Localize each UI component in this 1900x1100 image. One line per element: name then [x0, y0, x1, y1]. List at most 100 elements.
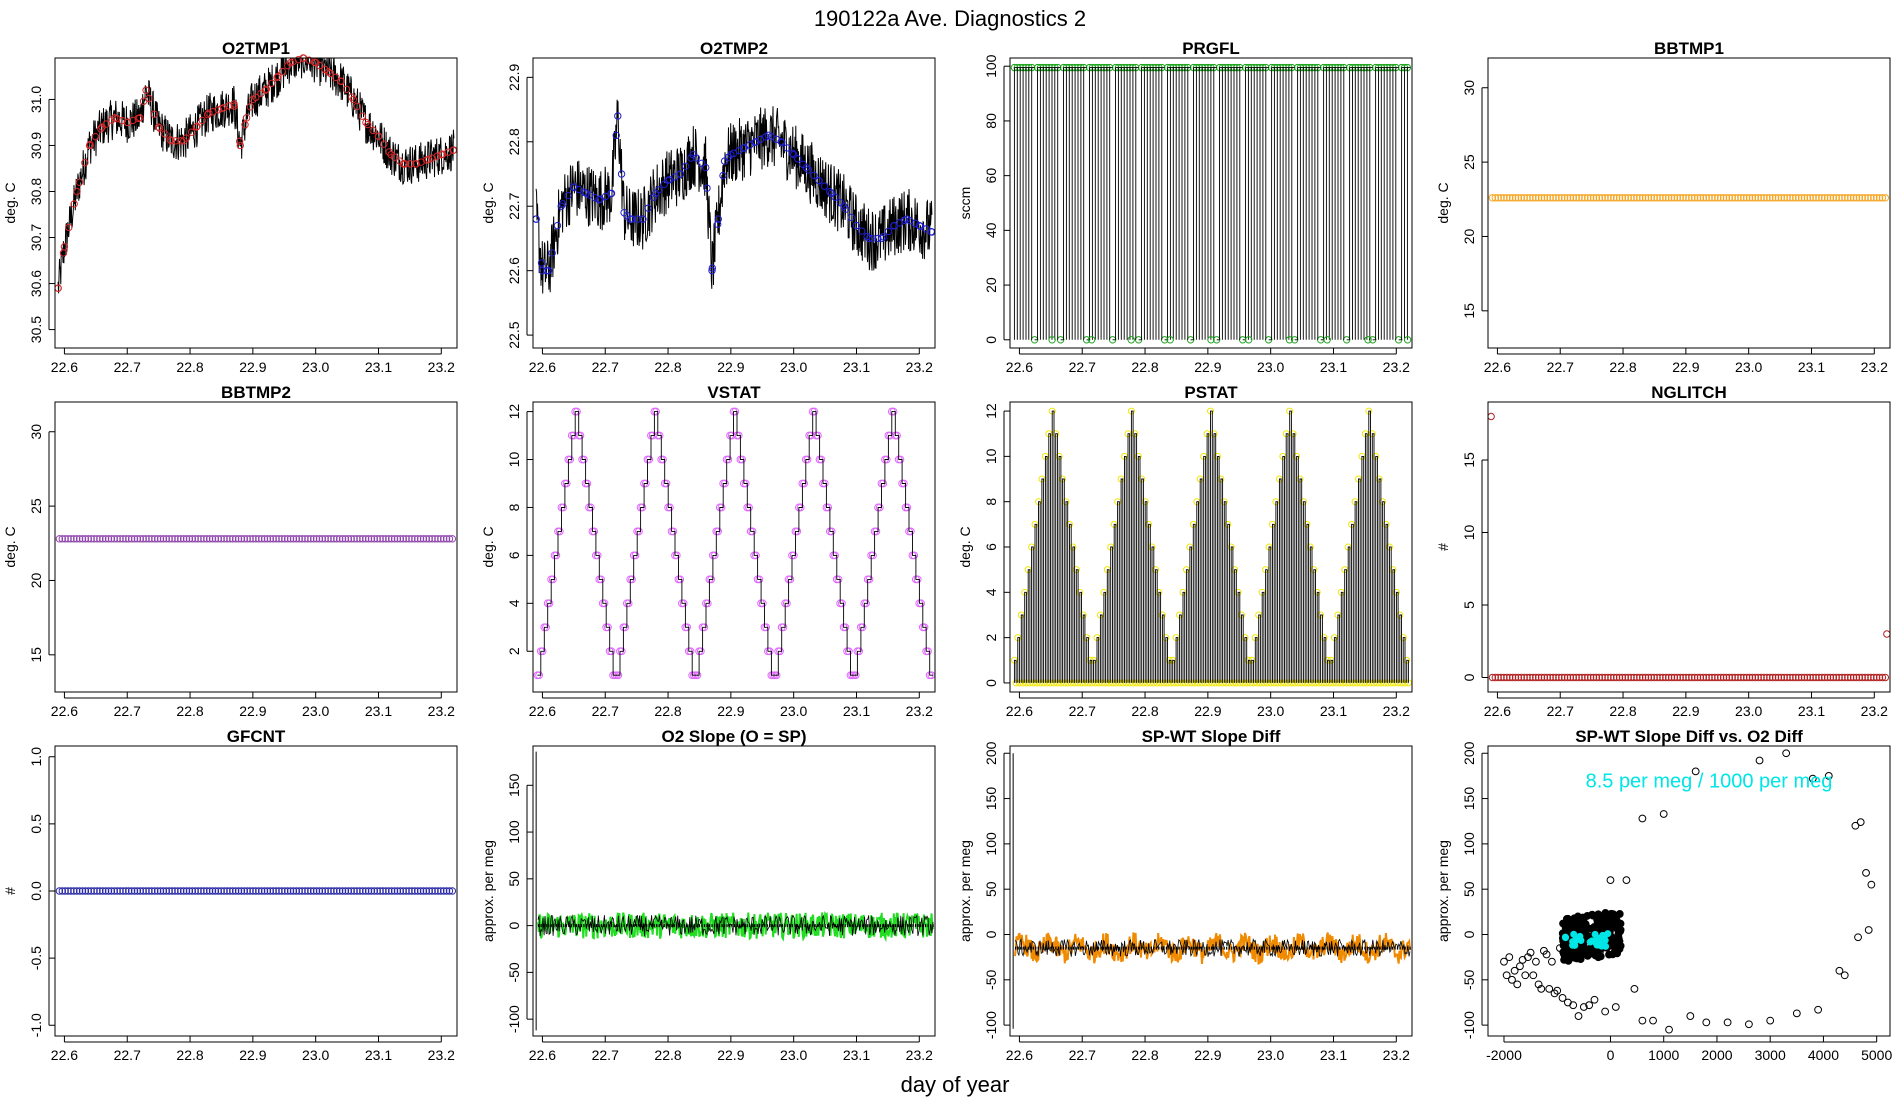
data-point	[1605, 950, 1613, 959]
data-point	[1589, 194, 1598, 202]
data-point	[836, 198, 845, 207]
data-point	[1500, 194, 1508, 202]
y-tick-label: 30.9	[28, 132, 44, 159]
data-point	[1797, 673, 1806, 682]
data-point	[217, 887, 225, 895]
data-point	[393, 535, 402, 543]
data-point	[419, 887, 428, 895]
panel-title: O2 Slope (O = SP)	[661, 727, 806, 746]
data-point	[240, 535, 249, 543]
data-point	[1723, 1018, 1732, 1027]
data-point	[1488, 673, 1497, 682]
data-point	[177, 535, 185, 543]
data-point	[1783, 194, 1791, 202]
data-point	[229, 887, 237, 895]
data-point	[419, 535, 428, 543]
panel-prgfl: PRGFL sccm 22.6 22.7 22.8 22.9 23.0 23.1 23.2 0 20…	[957, 39, 1413, 375]
data-point	[283, 887, 292, 895]
data-point	[591, 193, 599, 202]
data-point	[545, 599, 554, 608]
data-point	[266, 887, 275, 895]
x-tick-label: 22.9	[1194, 359, 1221, 375]
data-point	[87, 535, 95, 543]
panel-o2tmp1: O2TMP1 deg. C 22.6 22.7 22.8 22.9 23.0 23.1 23.2…	[2, 39, 458, 375]
data-point	[1590, 922, 1599, 931]
data-point	[852, 221, 861, 230]
data-point	[182, 887, 191, 895]
data-point	[1578, 913, 1587, 922]
data-point	[1725, 194, 1734, 202]
data-point	[855, 647, 864, 656]
data-point	[1734, 194, 1742, 202]
data-point	[58, 535, 66, 543]
data-point	[442, 887, 451, 895]
data-point	[81, 887, 90, 895]
data-point	[1601, 194, 1609, 202]
data-point	[1542, 950, 1551, 959]
x-tick-label: 23.1	[1320, 1047, 1347, 1063]
x-tick-label: 22.9	[717, 359, 744, 375]
data-point	[304, 535, 312, 543]
data-point	[274, 72, 282, 81]
data-point	[275, 535, 283, 543]
data-point	[1867, 880, 1876, 889]
data-point	[1607, 673, 1615, 682]
data-point	[1555, 673, 1563, 682]
data-point	[789, 150, 798, 159]
data-point	[191, 535, 199, 543]
data-point	[84, 535, 92, 543]
data-point	[827, 189, 836, 198]
data-point	[301, 535, 309, 543]
data-point	[145, 887, 153, 895]
data-point	[153, 887, 162, 895]
data-point	[713, 220, 722, 228]
data-point	[205, 535, 214, 543]
data-point	[408, 887, 416, 895]
data-point	[1849, 194, 1858, 202]
y-tick-label: 50	[506, 871, 522, 887]
data-point	[1549, 194, 1557, 202]
data-point	[586, 503, 595, 512]
data-point	[624, 599, 633, 608]
data-point	[827, 527, 836, 536]
data-point	[155, 124, 164, 132]
data-point	[437, 887, 445, 895]
data-point	[174, 887, 182, 895]
data-point	[920, 623, 929, 632]
series-line	[535, 99, 933, 294]
data-point	[257, 535, 266, 543]
data-point	[263, 535, 272, 543]
data-point	[315, 887, 324, 895]
y-tick-label: 1.0	[28, 747, 44, 767]
data-point	[1558, 194, 1566, 202]
data-point	[283, 535, 292, 543]
data-point	[535, 671, 544, 680]
data-point	[553, 221, 562, 230]
data-point	[399, 535, 407, 543]
data-point	[1638, 1016, 1647, 1025]
data-point	[1711, 194, 1719, 202]
data-point	[136, 887, 144, 895]
plot-frame	[54, 401, 458, 693]
data-point	[838, 599, 846, 608]
data-point	[428, 535, 436, 543]
data-point	[1630, 673, 1638, 682]
data-point	[1806, 673, 1814, 682]
data-point	[1841, 194, 1849, 202]
plot-frame	[532, 401, 936, 693]
x-tick-label: 22.8	[176, 359, 203, 375]
data-point	[1503, 194, 1511, 202]
data-point	[1508, 673, 1517, 682]
data-point	[847, 213, 855, 222]
y-tick-label: 22.7	[506, 192, 522, 219]
y-tick-label: -100	[506, 1005, 522, 1033]
data-point	[284, 62, 292, 70]
data-point	[268, 79, 276, 88]
x-tick-label: 22.6	[51, 703, 78, 719]
data-point	[649, 193, 658, 201]
data-point	[1588, 937, 1596, 945]
data-point	[597, 575, 605, 584]
data-point	[1526, 948, 1535, 957]
data-point	[70, 535, 78, 543]
data-point	[316, 61, 324, 70]
